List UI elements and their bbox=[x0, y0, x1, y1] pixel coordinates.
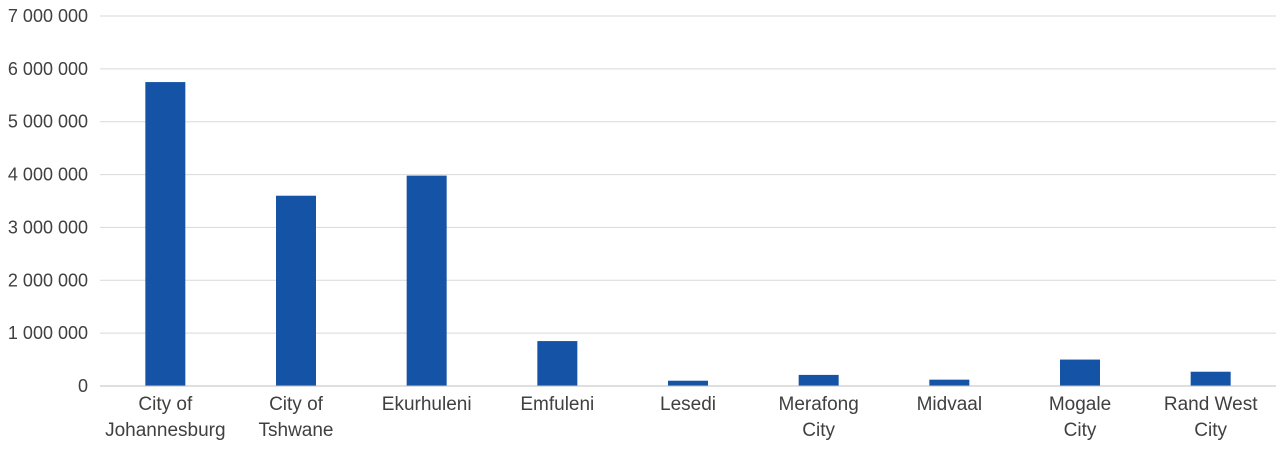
bar bbox=[276, 195, 316, 386]
y-tick-label: 7 000 000 bbox=[8, 6, 88, 26]
y-tick-label: 1 000 000 bbox=[8, 323, 88, 343]
bar bbox=[537, 341, 578, 386]
x-category-label: City bbox=[1064, 420, 1097, 441]
x-category-label: City of bbox=[138, 394, 193, 415]
x-category-label: Emfuleni bbox=[520, 394, 594, 415]
bar bbox=[1190, 371, 1231, 386]
x-category-label: Tshwane bbox=[259, 420, 334, 441]
y-tick-label: 6 000 000 bbox=[8, 59, 88, 79]
x-category-label: Lesedi bbox=[660, 394, 716, 415]
y-axis-tick-labels: 0 1 000 000 2 000 000 3 000 000 4 000 000 5 0… bbox=[8, 6, 88, 396]
x-category-label: Mogale bbox=[1049, 394, 1111, 415]
x-category-label: Johannesburg bbox=[105, 420, 225, 441]
y-tick-label: 5 000 000 bbox=[8, 112, 88, 132]
bar bbox=[1060, 359, 1100, 386]
bar bbox=[668, 380, 708, 386]
y-tick-label: 2 000 000 bbox=[8, 270, 88, 290]
y-tick-label: 4 000 000 bbox=[8, 165, 88, 185]
x-category-label: City of bbox=[269, 394, 324, 415]
x-category-label: City bbox=[802, 420, 835, 441]
x-category-label: City bbox=[1194, 420, 1227, 441]
x-category-label: Merafong bbox=[779, 394, 859, 415]
bar bbox=[798, 374, 839, 386]
bar bbox=[145, 82, 186, 387]
x-category-label: Midvaal bbox=[917, 394, 982, 415]
bars bbox=[145, 82, 1231, 387]
y-tick-label: 3 000 000 bbox=[8, 217, 88, 237]
bar bbox=[929, 379, 970, 386]
x-category-label: Rand West bbox=[1164, 394, 1258, 415]
x-axis-category-labels: City of Johannesburg City of Tshwane Ekurhul… bbox=[105, 394, 1258, 441]
bar bbox=[406, 175, 447, 386]
y-tick-label: 0 bbox=[78, 376, 88, 396]
x-category-label: Ekurhuleni bbox=[382, 394, 472, 415]
